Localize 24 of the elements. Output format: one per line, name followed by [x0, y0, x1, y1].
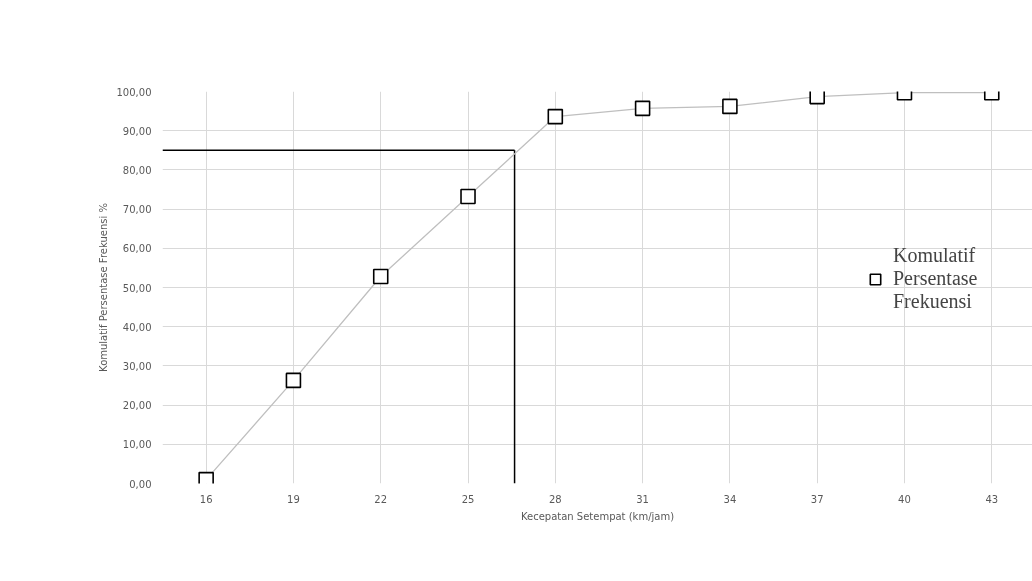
x-tick-label: 40	[898, 493, 911, 505]
y-tick-label: 20,00	[122, 400, 152, 412]
x-tick-label: 19	[287, 493, 300, 505]
y-tick-label: 40,00	[122, 321, 152, 333]
x-tick-label: 16	[199, 493, 213, 505]
y-tick-label: 50,00	[122, 282, 152, 294]
legend-label: Komulatif Persentase Frekuensi	[893, 244, 978, 313]
x-tick-label: 28	[548, 493, 562, 505]
y-tick-label: 0,00	[129, 478, 152, 490]
y-tick-label: 80,00	[122, 164, 152, 176]
x-tick-label: 31	[636, 493, 649, 505]
x-tick-label: 22	[374, 493, 388, 505]
x-tick-label: 34	[723, 493, 737, 505]
y-axis-title: Komulatif Persentase Frekuensi %	[97, 203, 109, 372]
y-tick-label: 90,00	[122, 125, 152, 137]
y-tick-label: 30,00	[122, 360, 152, 372]
x-tick-label: 43	[985, 493, 999, 505]
y-tick-label: 70,00	[122, 204, 152, 216]
y-tick-label: 10,00	[122, 439, 152, 451]
x-tick-label: 37	[810, 493, 824, 505]
y-tick-label: 60,00	[122, 243, 152, 255]
x-tick-label: 25	[461, 493, 475, 505]
x-axis-title: Kecepatan Setempat (km/jam)	[520, 510, 675, 522]
y-tick-label: 100,00	[116, 86, 152, 98]
